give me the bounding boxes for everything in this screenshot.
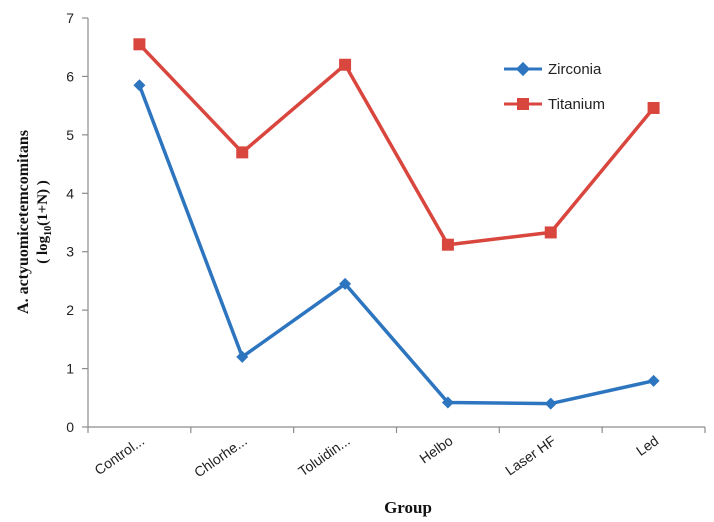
data-point-zirconia [133,79,146,92]
legend-label-zirconia: Zirconia [548,61,602,78]
square-marker-icon [517,98,529,110]
x-axis-ticks: Control... Chlorhe... Toluidin... Helbo Lase… [87,427,706,480]
y-axis-title-line1: A. actyuomicetemcomitans [15,130,32,314]
diamond-marker-icon [515,61,531,77]
data-point-titanium [544,226,557,239]
data-point-zirconia [544,397,557,410]
y-tick-label: 3 [66,244,74,260]
data-point-titanium [339,58,352,71]
data-point-zirconia [647,374,660,387]
data-point-zirconia [441,396,454,409]
data-point-titanium [133,38,146,51]
legend-item-titanium: Titanium [504,96,605,113]
y-tick-label: 4 [66,185,74,201]
data-point-titanium [441,238,454,251]
data-point-zirconia [339,277,352,290]
series-layer [133,38,660,410]
y-tick-label: 5 [66,127,74,143]
series-line-titanium [138,43,655,247]
legend-label-titanium: Titanium [548,96,605,113]
y-axis-ticks: 0 1 2 3 4 5 6 7 [66,10,88,435]
legend-item-zirconia: Zirconia [504,61,602,78]
x-tick-label: Chlorhe... [191,432,250,480]
x-tick-label: Led [633,432,661,459]
y-tick-label: 6 [66,68,74,84]
y-tick-label: 7 [66,10,74,26]
x-tick-label: Helbo [416,432,455,466]
x-tick-label: Control... [91,432,147,478]
x-tick-label: Toluidin... [295,432,353,479]
y-tick-label: 1 [66,361,74,377]
y-tick-label: 2 [66,302,74,318]
legend: Zirconia Titanium [504,61,605,113]
x-tick-label: Laser HF [502,432,558,478]
x-axis-title: Group [384,498,432,517]
data-point-titanium [647,101,660,114]
data-point-zirconia [236,350,249,363]
y-axis-title-line2: ( log10(1+N) ) [35,180,54,264]
y-axis-title: A. actyuomicetemcomitans ( log10(1+N) ) [15,130,54,314]
series-line-zirconia [137,84,654,406]
y-tick-label: 0 [66,419,74,435]
data-point-titanium [236,146,249,159]
